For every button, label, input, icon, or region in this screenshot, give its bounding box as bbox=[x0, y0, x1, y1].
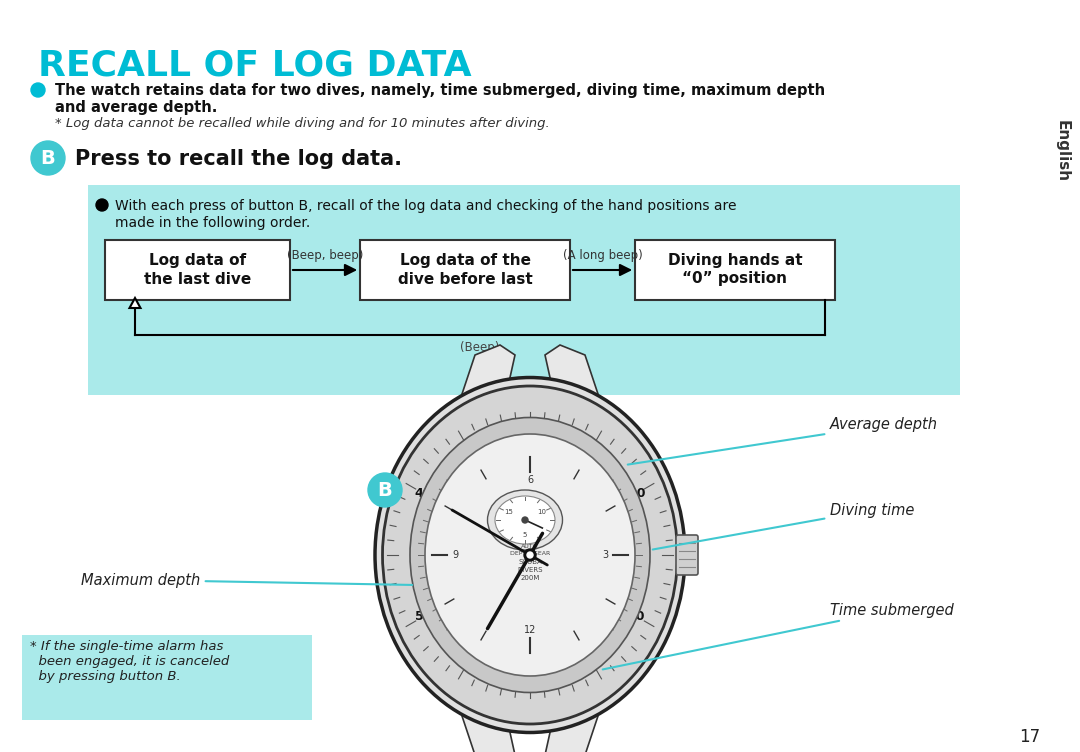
Text: 0: 0 bbox=[526, 672, 535, 684]
Text: 20: 20 bbox=[627, 487, 645, 500]
Text: Diving hands at: Diving hands at bbox=[667, 253, 802, 268]
Text: (Beep): (Beep) bbox=[460, 341, 500, 353]
Circle shape bbox=[31, 141, 65, 175]
Text: Diving time: Diving time bbox=[652, 502, 915, 550]
Circle shape bbox=[31, 83, 45, 97]
Text: 3: 3 bbox=[602, 550, 608, 560]
Ellipse shape bbox=[487, 490, 563, 550]
Text: Maximum depth: Maximum depth bbox=[81, 572, 413, 587]
Text: 12: 12 bbox=[524, 625, 536, 635]
Circle shape bbox=[524, 549, 536, 561]
Circle shape bbox=[96, 199, 108, 211]
Text: 6: 6 bbox=[527, 475, 534, 485]
Text: Log data of: Log data of bbox=[149, 253, 246, 268]
Polygon shape bbox=[460, 345, 515, 400]
Text: * If the single-time alarm has
  been engaged, it is canceled
  by pressing butt: * If the single-time alarm has been enga… bbox=[30, 640, 229, 683]
Text: 10: 10 bbox=[627, 610, 645, 623]
Text: 17: 17 bbox=[1018, 728, 1040, 746]
Text: English: English bbox=[1054, 120, 1069, 182]
FancyBboxPatch shape bbox=[87, 185, 960, 395]
Polygon shape bbox=[460, 710, 515, 752]
Polygon shape bbox=[130, 298, 140, 308]
Text: SCUBA
DIVERS
200M: SCUBA DIVERS 200M bbox=[517, 559, 543, 581]
Text: and average depth.: and average depth. bbox=[55, 100, 217, 115]
Circle shape bbox=[368, 473, 402, 507]
Text: dive before last: dive before last bbox=[397, 271, 532, 287]
FancyBboxPatch shape bbox=[22, 635, 312, 720]
FancyBboxPatch shape bbox=[360, 240, 570, 300]
Text: RECALL OF LOG DATA: RECALL OF LOG DATA bbox=[38, 48, 472, 82]
Circle shape bbox=[527, 552, 534, 558]
Text: (Beep, beep): (Beep, beep) bbox=[287, 250, 363, 262]
Text: B: B bbox=[378, 481, 392, 499]
Polygon shape bbox=[545, 345, 600, 400]
Text: 9: 9 bbox=[451, 550, 458, 560]
FancyBboxPatch shape bbox=[676, 535, 698, 575]
Text: The watch retains data for two dives, namely, time submerged, diving time, maxim: The watch retains data for two dives, na… bbox=[55, 83, 825, 98]
Text: 50: 50 bbox=[415, 610, 432, 623]
Ellipse shape bbox=[375, 378, 685, 732]
Text: 5: 5 bbox=[523, 532, 527, 538]
Text: “0” position: “0” position bbox=[683, 271, 787, 287]
Circle shape bbox=[522, 517, 528, 523]
Text: Time submerged: Time submerged bbox=[603, 602, 954, 669]
Text: the last dive: the last dive bbox=[144, 271, 252, 287]
FancyBboxPatch shape bbox=[105, 240, 291, 300]
Text: 10: 10 bbox=[537, 510, 546, 516]
Text: made in the following order.: made in the following order. bbox=[114, 216, 310, 230]
Text: 40: 40 bbox=[415, 487, 432, 500]
Text: AUTO
DEPTH GEAR: AUTO DEPTH GEAR bbox=[510, 544, 550, 556]
Text: Log data of the: Log data of the bbox=[400, 253, 530, 268]
Ellipse shape bbox=[382, 386, 677, 724]
Text: * Log data cannot be recalled while diving and for 10 minutes after diving.: * Log data cannot be recalled while divi… bbox=[55, 117, 550, 130]
FancyBboxPatch shape bbox=[635, 240, 835, 300]
Text: (A long beep): (A long beep) bbox=[563, 250, 643, 262]
Text: B: B bbox=[41, 148, 55, 168]
Ellipse shape bbox=[410, 417, 650, 693]
Text: 15: 15 bbox=[504, 510, 513, 516]
Polygon shape bbox=[545, 710, 600, 752]
Text: 30: 30 bbox=[522, 426, 539, 438]
Ellipse shape bbox=[495, 496, 555, 544]
Text: With each press of button B, recall of the log data and checking of the hand pos: With each press of button B, recall of t… bbox=[114, 199, 737, 213]
Ellipse shape bbox=[426, 434, 635, 676]
Text: Press to recall the log data.: Press to recall the log data. bbox=[75, 149, 402, 169]
Text: Average depth: Average depth bbox=[627, 417, 939, 465]
